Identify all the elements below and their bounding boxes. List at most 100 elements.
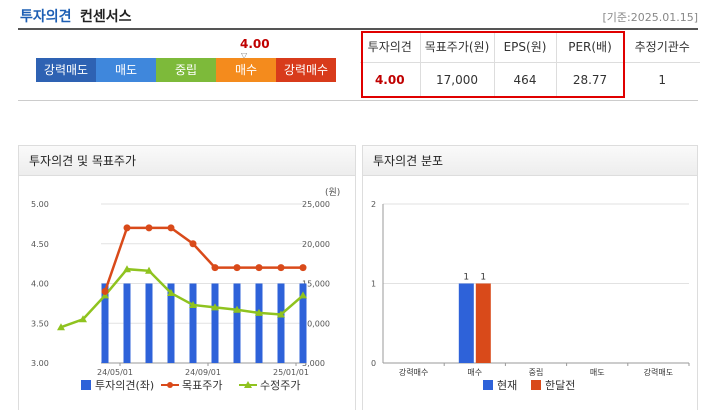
adjusted-price-point: [123, 265, 131, 273]
opinion-target-chart: (원) 3.00 3.50 4.00 4.50 5.00 5,000 10,000 15,000…: [31, 187, 340, 392]
legend-month-ago-swatch: [531, 380, 541, 390]
legend-adjusted-label: 수정주가: [260, 379, 300, 392]
adjusted-price-line: [60, 267, 304, 329]
target-price-point: [101, 287, 109, 295]
y-left-tick-label: 4.00: [31, 280, 49, 289]
opinion-bar: [255, 283, 263, 363]
category-label: 강력매도: [644, 367, 673, 377]
bar-data-label: 1: [480, 273, 486, 283]
header-title-sub: 컨센서스: [80, 9, 132, 25]
legend-current-swatch: [483, 380, 493, 390]
y2-unit-label: (원): [325, 187, 340, 198]
category-label: 강력매수: [399, 367, 428, 377]
summary-header-row: 투자의견 목표주가(원) EPS(원) PER(배) 추정기관수: [360, 32, 700, 63]
opinion-bar: [211, 283, 219, 363]
x-tick-label: 25/01/01: [273, 368, 309, 377]
target-price-point: [145, 224, 153, 232]
legend-adjusted-marker: [244, 381, 252, 388]
adjusted-price-point: [145, 266, 153, 274]
target-price-point: [233, 264, 241, 272]
scale-neutral: 중립: [156, 58, 216, 82]
legend-opinion-label: 투자의견(좌): [95, 379, 154, 392]
rating-scale: 강력매도 매도 중립 매수 강력매수: [36, 58, 336, 82]
y-left-tick-label: 3.00: [31, 359, 49, 368]
y-right-tick-label: 15,000: [302, 280, 330, 289]
category-label: 매도: [590, 368, 605, 377]
category-label: 매수: [467, 368, 482, 377]
bar-data-label: 1: [463, 273, 469, 283]
legend-current-label: 현재: [497, 379, 517, 392]
summary-value-row: 4.00 17,000 464 28.77 1: [360, 62, 700, 98]
x-tick-label: 24/09/01: [185, 368, 221, 377]
legend-month-ago-label: 한달전: [545, 379, 575, 392]
legend-opinion-swatch: [81, 380, 91, 390]
target-price-point: [211, 264, 219, 272]
summary-bottom-divider: [18, 100, 698, 101]
opinion-bar: [101, 283, 109, 363]
opinion-bar: [167, 283, 175, 363]
x-tick-label: 24/05/01: [97, 368, 133, 377]
category-label: 중립: [529, 368, 544, 377]
th-eps: EPS(원): [494, 32, 557, 63]
legend-target-marker: [167, 382, 173, 388]
target-price-point: [299, 264, 307, 272]
target-price-point: [123, 224, 131, 232]
consensus-summary-table: 투자의견 목표주가(원) EPS(원) PER(배) 추정기관수 4.00 17…: [360, 32, 700, 98]
current-bar: [458, 283, 474, 363]
target-price-line: [103, 226, 303, 292]
scale-sell: 매도: [96, 58, 156, 82]
adjusted-price-point: [79, 315, 87, 323]
th-opinion: 투자의견: [360, 32, 421, 63]
header-divider: [18, 28, 698, 30]
adjusted-price-point: [57, 323, 65, 331]
y-left-tick-label: 4.50: [31, 240, 49, 249]
val-opinion: 4.00: [360, 62, 421, 98]
th-target-price: 목표주가(원): [420, 32, 495, 63]
opinion-target-title: 투자의견 및 목표주가: [19, 146, 355, 176]
y-right-tick-label: 20,000: [302, 240, 330, 249]
rating-marker-value: 4.00: [240, 37, 270, 51]
scale-strong-buy: 강력매수: [276, 58, 336, 82]
adjusted-price-point: [211, 303, 219, 311]
base-date: [기준:2025.01.15]: [602, 11, 698, 24]
val-per: 28.77: [556, 62, 625, 98]
target-price-point: [189, 240, 197, 248]
target-price-point: [255, 264, 263, 272]
val-target-price: 17,000: [420, 62, 495, 98]
y-tick-label: 0: [371, 359, 376, 368]
opinion-bar: [277, 283, 285, 363]
y-left-tick-label: 3.50: [31, 319, 49, 328]
adjusted-price-point: [233, 305, 241, 313]
adjusted-price-point: [255, 308, 263, 316]
opinion-distribution-title: 투자의견 분포: [363, 146, 697, 176]
opinion-bar: [123, 283, 131, 363]
val-institutions: 1: [658, 73, 667, 88]
opinion-bar: [233, 283, 241, 363]
header-title-main: 투자의견: [20, 9, 72, 25]
highlight-box: [361, 31, 625, 98]
scale-strong-sell: 강력매도: [36, 58, 96, 82]
consensus-header: 투자의견 컨센서스 [기준:2025.01.15]: [0, 0, 708, 28]
th-institutions: 추정기관수: [624, 32, 700, 63]
opinion-bar: [299, 283, 307, 363]
y-tick-label: 1: [371, 280, 376, 289]
y-right-tick-label: 25,000: [302, 200, 330, 209]
legend-target-label: 목표주가: [182, 379, 222, 392]
y-tick-label: 2: [371, 200, 376, 209]
target-price-point: [277, 264, 285, 272]
opinion-bar: [189, 283, 197, 363]
adjusted-price-point: [167, 289, 175, 297]
opinion-target-panel: 투자의견 및 목표주가 (원) 3.00 3.50 4.00 4.50 5.00 5,000…: [18, 145, 356, 410]
adjusted-price-point: [299, 291, 307, 299]
val-eps: 464: [494, 62, 557, 98]
adjusted-price-point: [189, 300, 197, 308]
adjusted-price-point: [277, 310, 285, 318]
y-left-tick-label: 5.00: [31, 200, 49, 209]
opinion-bar: [145, 283, 153, 363]
rating-marker-arrow-icon: ▽: [241, 51, 248, 60]
target-price-point: [167, 224, 175, 232]
y-right-tick-label: 10,000: [302, 319, 330, 328]
month-ago-bar: [475, 283, 491, 363]
